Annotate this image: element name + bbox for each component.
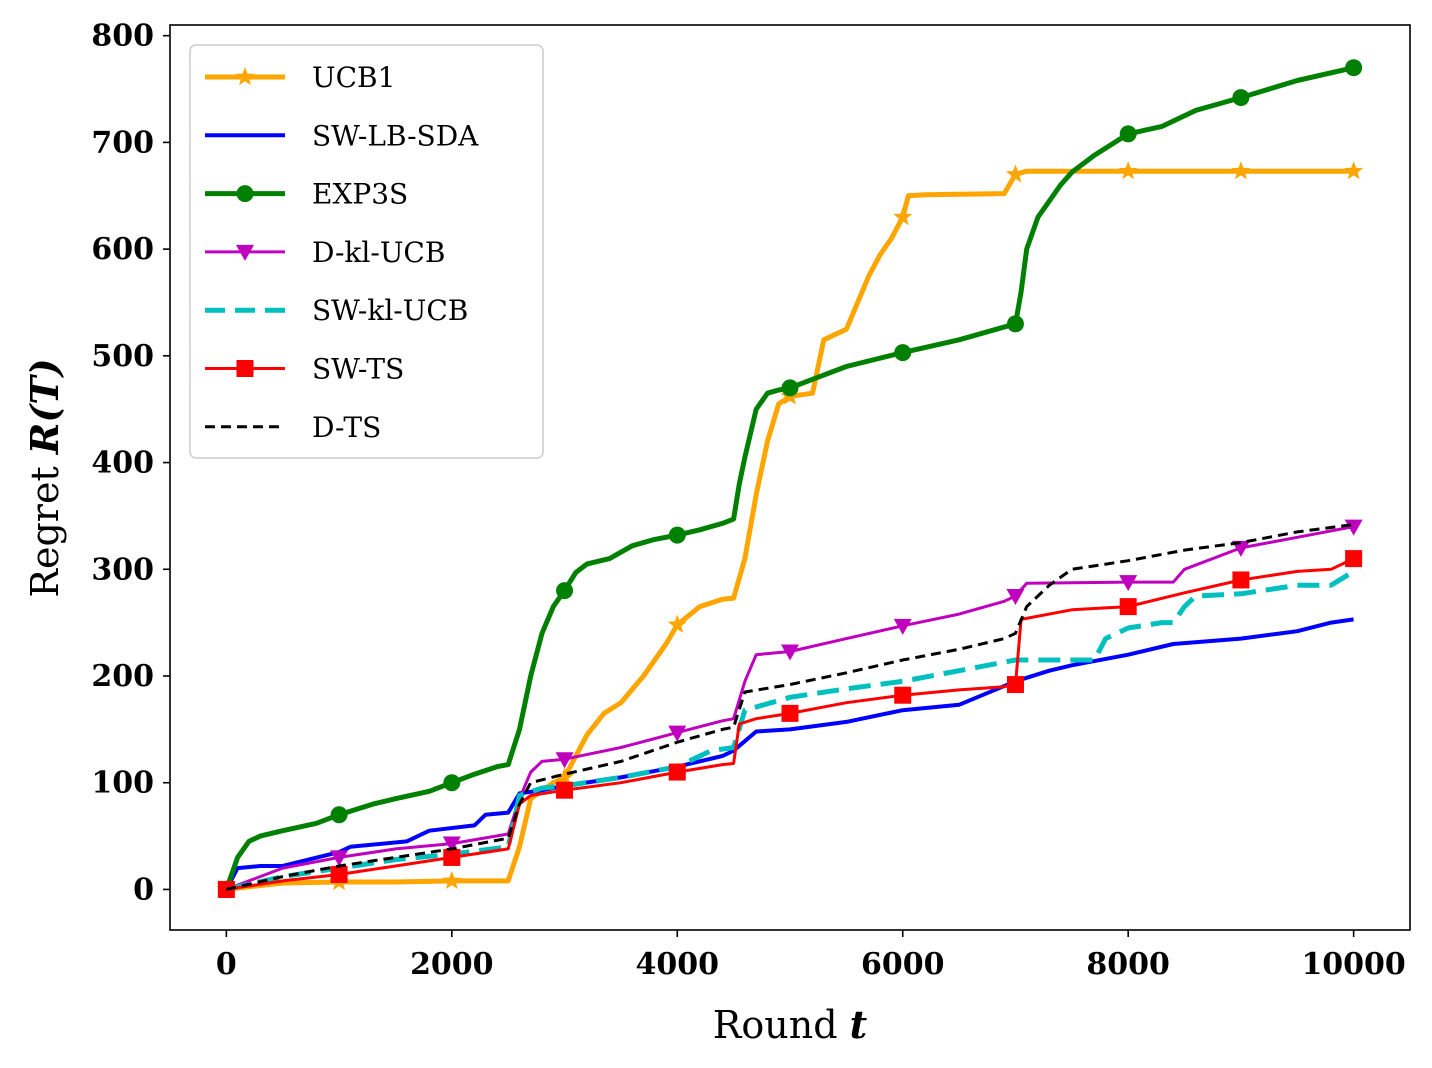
data-point-d-kl-ucb [555, 752, 574, 769]
data-point-ucb1 [1231, 161, 1251, 180]
data-point-sw-ts [330, 866, 348, 884]
data-point-exp3s [1006, 315, 1024, 333]
legend-marker [236, 244, 254, 261]
data-point-sw-ts [556, 781, 574, 799]
data-point-ucb1 [442, 870, 462, 889]
x-tick-label: 6000 [861, 947, 945, 982]
y-axis-label-text: Regret [23, 466, 67, 597]
data-point-exp3s [556, 582, 574, 600]
legend-label: SW-TS [312, 353, 404, 386]
legend-item-sw-kl-ucb: SW-kl-UCB [205, 294, 468, 327]
data-point-exp3s [781, 379, 799, 397]
data-point-exp3s [443, 774, 461, 792]
data-point-exp3s [1232, 89, 1250, 107]
series-line-sw-ts [226, 557, 1355, 891]
data-point-sw-ts [1119, 598, 1137, 616]
data-point-exp3s [668, 526, 686, 544]
data-point-sw-ts [217, 880, 235, 898]
y-tick-label: 0 [133, 872, 154, 907]
data-point-sw-ts [1345, 550, 1363, 568]
data-point-d-kl-ucb [893, 618, 912, 635]
data-point-ucb1 [667, 614, 687, 633]
series-sw-ts [217, 550, 1363, 898]
legend-item-sw-lb-sda: SW-LB-SDA [205, 119, 479, 152]
data-point-d-kl-ucb [781, 644, 799, 661]
x-tick-label: 4000 [636, 947, 720, 982]
y-tick-label: 500 [91, 339, 154, 374]
series-line-d-kl-ucb [225, 525, 1354, 891]
series-d-ts [226, 523, 1354, 891]
x-axis-label-text: Round [713, 1003, 838, 1047]
data-point-ucb1 [1005, 164, 1025, 183]
data-point-ucb1 [1344, 161, 1364, 180]
y-tick-label: 100 [91, 766, 154, 801]
legend-label: SW-LB-SDA [312, 119, 479, 152]
series-line-sw-kl-ucb [225, 569, 1355, 892]
data-point-d-kl-ucb [1119, 575, 1138, 592]
data-point-ucb1 [1118, 161, 1138, 180]
legend-marker [236, 185, 254, 203]
data-point-ucb1 [555, 767, 575, 786]
legend-item-ucb1: UCB1 [205, 61, 395, 94]
data-point-sw-ts [1232, 571, 1250, 589]
data-point-d-kl-ucb [1231, 540, 1250, 557]
legend-item-d-ts: D-TS [205, 411, 381, 444]
series-layer [216, 59, 1364, 899]
y-tick-label: 800 [91, 19, 154, 54]
data-point-d-kl-ucb [668, 725, 687, 742]
y-axis: 0 100 200 300 400 500 600 700 800 [91, 19, 170, 907]
x-axis-variable: t [850, 1002, 868, 1047]
legend-item-sw-ts: SW-TS [205, 353, 404, 386]
legend-label: D-kl-UCB [312, 236, 445, 269]
data-point-exp3s [1345, 59, 1363, 77]
legend: UCB1 SW-LB-SDA EXP3S D-kl-UCB SW-kl-UCB SW-TS… [189, 44, 544, 459]
data-point-exp3s [894, 344, 912, 362]
y-tick-label: 200 [91, 659, 154, 694]
legend-item-exp3s: EXP3S [205, 178, 408, 211]
legend-label: EXP3S [312, 178, 408, 211]
series-line-sw-lb-sda [224, 617, 1354, 891]
data-point-ucb1 [893, 207, 913, 226]
x-tick-label: 2000 [410, 947, 494, 982]
data-point-d-kl-ucb [330, 850, 349, 867]
x-tick-label: 10000 [1301, 947, 1405, 982]
x-tick-label: 8000 [1086, 947, 1170, 982]
series-line-d-ts [226, 523, 1354, 891]
data-point-sw-ts [1006, 676, 1024, 694]
series-line-ucb1 [226, 168, 1354, 892]
y-tick-label: 300 [91, 552, 154, 587]
series-sw-kl-ucb [225, 569, 1355, 892]
data-point-sw-ts [781, 704, 799, 722]
data-point-exp3s [1119, 125, 1137, 143]
data-point-exp3s [330, 806, 348, 824]
legend-label: D-TS [312, 411, 381, 444]
data-point-d-kl-ucb [442, 836, 461, 853]
y-tick-label: 600 [91, 232, 154, 267]
data-point-sw-ts [668, 763, 686, 781]
data-point-sw-ts [894, 686, 912, 704]
legend-label: SW-kl-UCB [312, 294, 468, 327]
legend-marker [235, 67, 255, 86]
series-sw-lb-sda [224, 617, 1354, 891]
legend-item-d-kl-ucb: D-kl-UCB [205, 236, 445, 269]
series-line-exp3s [224, 65, 1355, 891]
y-axis-variable: R(T) [22, 358, 67, 455]
legend-label: UCB1 [312, 61, 395, 94]
x-tick-label: 0 [216, 947, 237, 982]
y-tick-label: 700 [91, 125, 154, 160]
data-point-sw-ts [443, 848, 461, 866]
legend-marker [236, 360, 254, 377]
legend-entries: UCB1 SW-LB-SDA EXP3S D-kl-UCB SW-kl-UCB SW-TS… [205, 61, 479, 444]
y-tick-label: 400 [91, 446, 154, 481]
plot-frame [169, 24, 1411, 931]
x-axis-label: Round t [713, 1002, 868, 1047]
x-axis: 0 2000 4000 6000 8000 10000 [216, 930, 1406, 982]
legend-box [189, 44, 544, 459]
y-axis-label: Regret R(T) [22, 358, 67, 597]
data-point-d-kl-ucb [1006, 588, 1025, 605]
